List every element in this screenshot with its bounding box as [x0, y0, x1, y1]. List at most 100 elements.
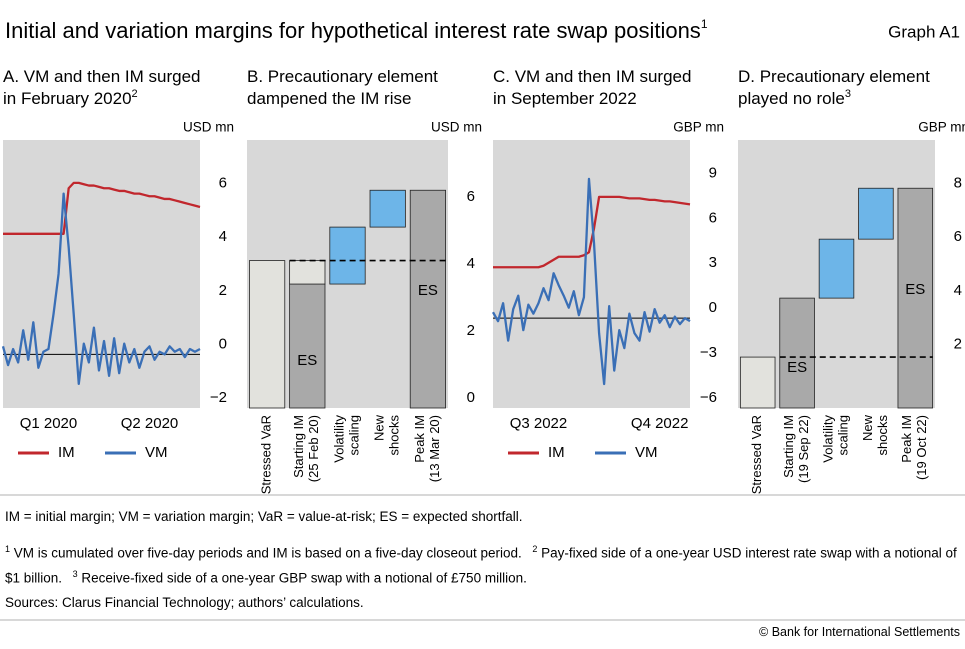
y-tick-label: 0	[709, 299, 717, 316]
step-bar	[858, 187, 894, 240]
x-tick-label: New	[372, 414, 387, 441]
y-tick-label: 6	[709, 209, 717, 226]
y-tick-label: 8	[954, 175, 962, 192]
x-tick-label: Q2 2020	[121, 415, 179, 432]
panel-title-note: 3	[845, 88, 851, 100]
x-tick-label: Starting IM	[781, 415, 796, 478]
sources: Sources: Clarus Financial Technology; au…	[5, 595, 364, 610]
x-tick-label: (13 Mar 20)	[427, 415, 442, 482]
graph-label: Graph A1	[888, 22, 960, 41]
unit-label: GBP mn	[673, 120, 724, 135]
y-tick-label: 6	[219, 175, 227, 192]
bar	[289, 283, 326, 409]
y-tick-label: 2	[954, 335, 962, 352]
y-tick-label: 2	[467, 322, 475, 339]
plot-area	[493, 140, 690, 408]
x-tick-label: Stressed VaR	[749, 415, 764, 494]
x-tick-label: Volatility	[331, 415, 346, 463]
title-note: 1	[701, 17, 708, 31]
y-tick-label: 0	[219, 335, 227, 352]
note-mark: 3	[72, 568, 78, 579]
panel-title: B. Precautionary element	[247, 67, 438, 86]
series-line	[491, 177, 691, 386]
abbreviations: IM = initial margin; VM = variation marg…	[5, 509, 523, 524]
panel-title-note: 2	[132, 88, 138, 100]
y-tick-label: 4	[954, 282, 962, 299]
graph-title: Initial and variation margins for hypoth…	[5, 17, 708, 43]
panel-title-line: B. Precautionary element	[247, 67, 438, 86]
x-tick-label: Peak IM	[412, 415, 427, 463]
unit-label: USD mn	[183, 120, 234, 135]
legend-label: IM	[548, 444, 565, 461]
title-text: Initial and variation margins for hypoth…	[5, 18, 701, 43]
panel-title: in September 2022	[493, 89, 637, 108]
panel-title: in February 20202	[3, 88, 138, 109]
step-bar	[329, 226, 366, 285]
y-tick-label: −3	[700, 344, 717, 361]
step-bar	[369, 189, 406, 228]
panel-title: dampened the IM rise	[247, 89, 411, 108]
panel-title-line: A. VM and then IM surged	[3, 67, 201, 86]
x-tick-label: Peak IM	[899, 415, 914, 463]
x-tick-label: scaling	[346, 415, 361, 455]
panel-title-line: D. Precautionary element	[738, 67, 930, 86]
legend-label: VM	[145, 444, 168, 461]
y-tick-label: 4	[219, 228, 227, 245]
panel-title: A. VM and then IM surged	[3, 67, 201, 86]
legend-label: VM	[635, 444, 658, 461]
y-tick-label: 0	[467, 389, 475, 406]
note-text: VM is cumulated over five-day periods an…	[13, 545, 522, 561]
y-tick-label: 6	[954, 228, 962, 245]
step-bar	[818, 238, 855, 299]
y-tick-label: 2	[219, 282, 227, 299]
panel-title-line: C. VM and then IM surged	[493, 67, 691, 86]
note-text: Pay-fixed side of a one-year USD interes…	[5, 545, 957, 586]
y-tick-label: 6	[467, 188, 475, 205]
y-tick-label: −6	[700, 389, 717, 406]
series-line	[1, 192, 201, 386]
bar	[409, 189, 446, 409]
x-tick-label: scaling	[835, 415, 850, 455]
x-tick-label: New	[860, 414, 875, 441]
y-tick-label: −2	[210, 389, 227, 406]
x-tick-label: Starting IM	[291, 415, 306, 478]
note-mark: 1	[5, 544, 11, 554]
x-tick-label: shocks	[875, 415, 890, 456]
legend-label: IM	[58, 444, 75, 461]
x-tick-label: Volatility	[820, 415, 835, 463]
series-line	[3, 181, 201, 235]
panel-title-line: dampened the IM rise	[247, 89, 411, 108]
y-tick-label: 3	[709, 254, 717, 271]
x-tick-label: Q1 2020	[20, 415, 78, 432]
bar	[897, 187, 934, 409]
note-text: Receive-fixed side of a one-year GBP swa…	[81, 570, 527, 585]
x-tick-label: Stressed VaR	[259, 415, 274, 494]
panel-title-line: in February 2020	[3, 89, 132, 108]
bar	[779, 297, 815, 409]
x-tick-label: (25 Feb 20)	[306, 415, 321, 482]
note-mark: 2	[532, 544, 538, 554]
x-tick-label: (19 Sep 22)	[796, 415, 811, 483]
panel-title-line: played no role	[738, 89, 845, 108]
bar-label: ES	[418, 282, 438, 299]
footnotes: 1 VM is cumulated over five-day periods …	[5, 539, 960, 588]
y-tick-label: 9	[709, 164, 717, 181]
x-tick-label: (19 Oct 22)	[914, 415, 929, 480]
series-line	[493, 195, 691, 269]
bar	[249, 260, 286, 409]
plot-area	[3, 140, 200, 408]
y-tick-label: 4	[467, 255, 475, 272]
panel-title: C. VM and then IM surged	[493, 67, 691, 86]
bar-label: ES	[905, 281, 925, 298]
unit-label: USD mn	[431, 120, 482, 135]
unit-label: GBP mn	[918, 120, 965, 135]
x-tick-label: shocks	[387, 415, 402, 456]
buffer-bar	[289, 260, 326, 285]
panel-title: D. Precautionary element	[738, 67, 930, 86]
bar	[739, 356, 776, 409]
panel-title: played no role3	[738, 88, 851, 109]
x-tick-label: Q4 2022	[631, 415, 689, 432]
x-tick-label: Q3 2022	[510, 415, 568, 432]
